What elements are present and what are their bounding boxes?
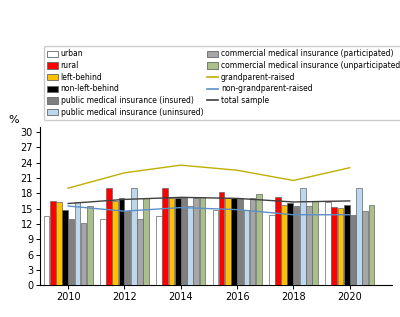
Bar bbox=[312, 201, 318, 285]
Bar bbox=[125, 211, 130, 285]
Bar bbox=[194, 198, 199, 285]
Bar bbox=[306, 206, 312, 285]
Text: %: % bbox=[8, 115, 19, 125]
Bar bbox=[338, 208, 343, 285]
Bar bbox=[294, 206, 299, 285]
Bar bbox=[62, 210, 68, 285]
Bar bbox=[332, 207, 337, 285]
Bar bbox=[356, 188, 362, 285]
Bar bbox=[350, 215, 356, 285]
Bar bbox=[112, 201, 118, 285]
Bar bbox=[162, 188, 168, 285]
Bar bbox=[143, 198, 149, 285]
Bar bbox=[244, 210, 249, 285]
Bar bbox=[187, 206, 193, 285]
Bar bbox=[212, 210, 218, 285]
Bar bbox=[44, 216, 49, 285]
Bar bbox=[237, 198, 243, 285]
Bar bbox=[118, 198, 124, 285]
Bar bbox=[169, 198, 174, 285]
Bar bbox=[368, 204, 374, 285]
Bar bbox=[75, 203, 80, 285]
Bar bbox=[131, 188, 137, 285]
Bar bbox=[175, 198, 180, 285]
Bar bbox=[156, 216, 162, 285]
Legend: urban, rural, left-behind, non-left-behind, public medical insurance (insured), : urban, rural, left-behind, non-left-behi… bbox=[44, 46, 400, 120]
Bar bbox=[56, 202, 62, 285]
Bar bbox=[288, 204, 293, 285]
Bar bbox=[325, 203, 331, 285]
Bar bbox=[219, 192, 224, 285]
Bar bbox=[106, 188, 112, 285]
Bar bbox=[181, 198, 187, 285]
Bar bbox=[68, 219, 74, 285]
Bar bbox=[362, 211, 368, 285]
Bar bbox=[269, 215, 275, 285]
Bar bbox=[256, 194, 262, 285]
Bar bbox=[231, 198, 237, 285]
Bar bbox=[81, 223, 86, 285]
Bar bbox=[50, 201, 56, 285]
Bar bbox=[200, 197, 205, 285]
Bar bbox=[300, 188, 306, 285]
Bar bbox=[250, 198, 256, 285]
Bar bbox=[87, 206, 93, 285]
Bar bbox=[275, 197, 281, 285]
Bar bbox=[100, 219, 106, 285]
Bar bbox=[225, 198, 231, 285]
Bar bbox=[344, 205, 350, 285]
Bar bbox=[281, 205, 287, 285]
Bar bbox=[137, 219, 143, 285]
